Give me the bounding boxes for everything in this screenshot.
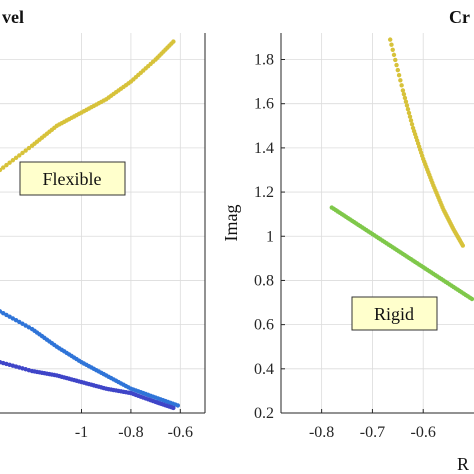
- right-x-tick-label: -0.8: [309, 424, 334, 441]
- data-point: [401, 91, 407, 97]
- right-x-axis-label: R: [457, 454, 469, 474]
- data-point: [400, 88, 406, 93]
- data-point: [20, 321, 25, 326]
- data-point: [391, 52, 397, 58]
- right-panel-title: Cr: [449, 7, 470, 27]
- left-series-0: [0, 39, 176, 173]
- data-point: [7, 160, 12, 165]
- annotation-rigid: Rigid: [351, 296, 438, 331]
- right-x-tick-label: -0.6: [411, 424, 436, 441]
- data-point: [406, 110, 412, 116]
- data-point: [403, 99, 409, 104]
- data-point: [399, 83, 404, 88]
- data-point: [394, 62, 399, 68]
- right-y-tick-label: 1.4: [254, 140, 274, 157]
- data-point: [398, 78, 403, 83]
- data-point: [405, 107, 411, 112]
- annotation-flexible: Flexible: [19, 161, 126, 196]
- data-point: [393, 57, 398, 63]
- right-y-tick-label: 0.6: [254, 317, 274, 334]
- data-point: [469, 296, 474, 302]
- right-y-axis-label: Imag: [221, 205, 241, 242]
- left-x-tick-label: -1: [75, 424, 88, 441]
- annotation-label: Flexible: [43, 169, 102, 189]
- annotation-label: Rigid: [374, 304, 414, 324]
- right-y-tick-label: 1.6: [254, 96, 274, 113]
- data-point: [395, 67, 401, 73]
- data-point: [1, 310, 6, 316]
- right-series-1: [329, 205, 474, 302]
- right-y-tick-label: 0.8: [254, 272, 274, 289]
- left-series-2: [0, 359, 176, 411]
- data-point: [7, 314, 12, 319]
- right-x-tick-label: -0.7: [360, 424, 385, 441]
- right-y-tick-label: 0.2: [254, 405, 274, 422]
- right-y-tick-label: 1: [266, 228, 274, 245]
- data-point: [23, 148, 28, 153]
- right-series-0: [387, 37, 466, 248]
- data-point: [26, 145, 32, 151]
- data-point: [23, 323, 28, 328]
- annotation-box: [351, 296, 438, 331]
- data-point: [26, 325, 32, 330]
- data-point: [1, 165, 6, 170]
- annotation-box: [19, 161, 126, 196]
- left-series-1: [0, 309, 181, 408]
- left-x-tick-label: -0.8: [118, 424, 143, 441]
- data-point: [17, 319, 22, 325]
- data-point: [4, 162, 9, 168]
- data-point: [390, 47, 395, 52]
- data-point: [17, 153, 22, 158]
- data-point: [13, 318, 19, 323]
- data-point: [387, 37, 393, 42]
- data-point: [389, 42, 394, 47]
- data-point: [171, 405, 176, 411]
- right-y-tick-label: 1.8: [254, 52, 274, 69]
- data-point: [396, 72, 402, 78]
- data-point: [175, 403, 181, 408]
- right-panel: 0.2 0.4 0.6 0.8 1 1.2 1.4 1.6 1.8 -0.8 -0.7 -0.6 C…: [221, 7, 474, 474]
- right-y-tick-label: 1.2: [254, 184, 274, 201]
- data-point: [402, 95, 408, 101]
- data-point: [407, 114, 413, 119]
- left-panel-title: vel: [2, 7, 24, 27]
- data-point: [4, 312, 9, 318]
- data-point: [460, 243, 466, 248]
- data-point: [409, 122, 415, 127]
- data-point: [20, 150, 25, 156]
- left-panel: -1 -0.8 -0.6 vel Flexible: [0, 7, 206, 441]
- data-point: [408, 118, 414, 123]
- data-point: [10, 158, 16, 163]
- left-x-tick-label: -0.6: [168, 424, 193, 441]
- data-point: [404, 103, 410, 108]
- data-point: [171, 39, 176, 44]
- right-y-tick-label: 0.4: [254, 361, 274, 378]
- data-point: [10, 316, 16, 321]
- data-point: [13, 155, 19, 161]
